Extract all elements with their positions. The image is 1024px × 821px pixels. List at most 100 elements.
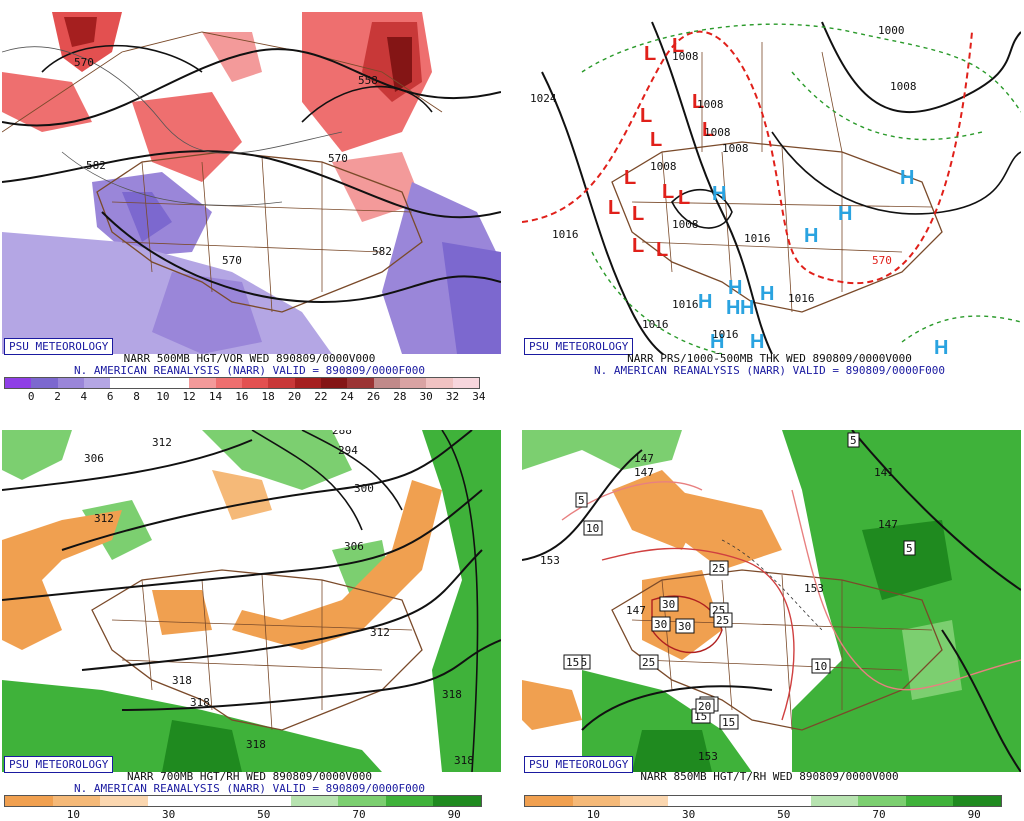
map-700mb: 312 306 300 294 288 312 306 312 318 318 … <box>2 430 501 772</box>
low-pressure-symbol: L <box>632 235 644 257</box>
low-pressure-symbol: L <box>672 35 684 57</box>
contour-label: 300 <box>354 482 374 495</box>
colorbar-swatch <box>572 796 621 806</box>
colorbar-tick-label: 22 <box>314 390 328 403</box>
svg-text:10: 10 <box>586 522 599 535</box>
colorbar-swatch <box>715 796 764 806</box>
low-pressure-symbol: L <box>632 203 644 225</box>
thickness-label: 570 <box>872 254 892 267</box>
low-pressure-symbol: L <box>624 167 636 189</box>
colorbar-swatch <box>321 378 348 388</box>
colorbar-swatch <box>620 796 669 806</box>
colorbar-tick-label: 50 <box>777 808 791 821</box>
svg-text:15: 15 <box>722 716 735 729</box>
svg-text:5: 5 <box>906 542 913 555</box>
psu-meteorology-badge: PSU METEOROLOGY <box>524 338 634 355</box>
colorbar-swatch <box>294 378 322 388</box>
colorbar-swatch <box>243 796 292 806</box>
colorbar-tick-label: 34 <box>472 390 486 403</box>
psu-meteorology-badge: PSU METEOROLOGY <box>4 756 114 773</box>
contour-label: 306 <box>84 452 104 465</box>
temperature-label: 25 <box>639 654 659 670</box>
colorbar-tick-label: 0 <box>27 390 35 403</box>
svg-text:10: 10 <box>814 660 827 673</box>
colorbar-tick-label: 2 <box>54 390 61 403</box>
panel-title: NARR 700MB HGT/RH WED 890809/0000V000 <box>126 770 373 783</box>
colorbar-tick-label: 70 <box>352 808 366 821</box>
colorbar-swatch <box>667 796 716 806</box>
colorbar-swatch <box>52 796 101 806</box>
isobar-label: 1008 <box>722 142 749 155</box>
contour-label: 288 <box>332 430 352 437</box>
contour-label: 582 <box>86 159 106 172</box>
temperature-label: 15 <box>563 654 583 670</box>
temperature-label: 20 <box>695 698 715 714</box>
panel-500mb-vorticity: 570 582 570 558 570 582 PSU METEOROLOGY … <box>0 0 501 403</box>
colorbar-tick-label: 30 <box>681 808 696 821</box>
isobar-label: 1016 <box>672 298 699 311</box>
panel-subtitle: N. AMERICAN REANALYSIS (NARR) VALID = 89… <box>74 782 425 795</box>
temperature-label: 10 <box>811 658 831 674</box>
colorbar-swatch <box>452 378 480 388</box>
low-pressure-symbol: L <box>656 239 668 261</box>
colorbar <box>4 377 480 389</box>
temperature-label: 5 <box>575 492 588 508</box>
temperature-label: 30 <box>659 596 679 612</box>
high-pressure-symbol: H <box>728 277 742 299</box>
contour-label: 570 <box>74 56 94 69</box>
colorbar-tick-label: 24 <box>340 390 354 403</box>
isobar-label: 1016 <box>744 232 771 245</box>
low-pressure-symbol: L <box>702 119 714 141</box>
high-pressure-symbol: H <box>726 297 740 319</box>
panel-subtitle: N. AMERICAN REANALYSIS (NARR) VALID = 89… <box>74 364 425 377</box>
contour-label: 153 <box>698 750 718 763</box>
colorbar-swatch <box>189 378 217 388</box>
low-pressure-symbol: L <box>650 129 662 151</box>
colorbar-tick-label: 30 <box>161 808 176 821</box>
temperature-label: 30 <box>651 616 671 632</box>
map-500mb: 570 582 570 558 570 582 <box>2 12 501 354</box>
high-pressure-symbol: H <box>710 331 724 353</box>
colorbar-swatch <box>347 378 375 388</box>
colorbar-swatch <box>953 796 1002 806</box>
low-pressure-symbol: L <box>692 91 704 113</box>
isobar-label: 1008 <box>890 80 917 93</box>
colorbar-swatch <box>163 378 190 388</box>
colorbar-swatch <box>385 796 434 806</box>
colorbar-tick-label: 6 <box>106 390 114 403</box>
contour-label: 570 <box>328 152 348 165</box>
colorbar-tick-label: 20 <box>287 390 302 403</box>
colorbar-tick-label: 10 <box>156 390 170 403</box>
colorbar-swatch <box>31 378 59 388</box>
temperature-label: 25 <box>709 560 729 576</box>
isobar-label: 1008 <box>650 160 677 173</box>
colorbar-swatch <box>426 378 454 388</box>
colorbar-tick-label: 4 <box>80 390 88 403</box>
low-pressure-symbol: L <box>644 43 656 65</box>
colorbar-tick-label: 16 <box>235 390 249 403</box>
svg-text:25: 25 <box>716 614 729 627</box>
colorbar-swatch <box>136 378 164 388</box>
svg-text:20: 20 <box>698 700 711 713</box>
contour-label: 312 <box>370 626 390 639</box>
high-pressure-symbol: H <box>934 337 948 354</box>
isobar-label: 1000 <box>878 24 905 37</box>
panel-title: NARR PRS/1000-500MB THK WED 890809/0000V… <box>627 352 912 365</box>
high-pressure-symbol: H <box>760 283 774 305</box>
colorbar-tick-label: 8 <box>133 390 140 403</box>
colorbar-swatch <box>5 796 54 806</box>
colorbar-swatch <box>400 378 427 388</box>
colorbar-tick-label: 50 <box>257 808 271 821</box>
colorbar-swatch <box>810 796 859 806</box>
panel-title: NARR 850MB HGT/T/RH WED 890809/0000V000 <box>640 770 899 783</box>
contour-label: 147 <box>878 518 898 531</box>
colorbar-swatch <box>242 378 269 388</box>
map-850mb: 147 141 147 153 153 147 147 153 5 10 25 25 3… <box>522 430 1021 772</box>
contour-label: 306 <box>344 540 364 553</box>
high-pressure-symbol: H <box>900 167 914 189</box>
contour-label: 294 <box>338 444 358 457</box>
colorbar-swatch <box>268 378 296 388</box>
contour-label: 153 <box>804 582 824 595</box>
svg-text:5: 5 <box>850 434 857 447</box>
svg-text:25: 25 <box>712 562 725 575</box>
